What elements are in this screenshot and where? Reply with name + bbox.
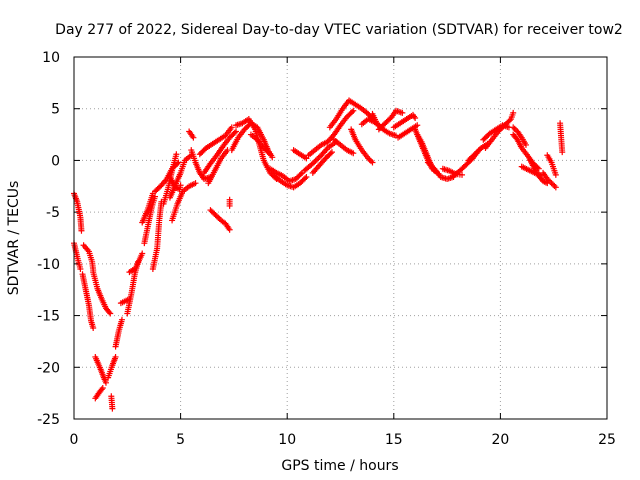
data-point [549, 181, 556, 188]
data-point [551, 182, 558, 189]
x-axis-label: GPS time / hours [281, 458, 398, 474]
data-point [269, 154, 276, 161]
y-tick-label: 10 [42, 50, 60, 66]
data-point [316, 153, 323, 160]
data-point [98, 386, 105, 393]
data-point [99, 384, 106, 391]
data-point [139, 250, 146, 257]
data-point [190, 134, 197, 141]
data-point [314, 156, 321, 163]
data-point [102, 379, 109, 386]
data-point [107, 310, 114, 317]
data-point [315, 155, 322, 162]
x-tick-labels: 0 5 10 15 20 25 [70, 432, 616, 448]
y-tick-label: 0 [51, 153, 60, 169]
data-point [267, 151, 274, 158]
data-point [350, 150, 357, 157]
data-point [366, 156, 373, 163]
data-point [90, 324, 97, 331]
chart-title: Day 277 of 2022, Sidereal Day-to-day VTE… [55, 22, 623, 38]
data-point [369, 159, 376, 166]
data-point [547, 178, 554, 185]
data-point [106, 309, 113, 316]
data-point [78, 227, 85, 234]
data-points [71, 97, 566, 412]
data-point [552, 184, 559, 191]
data-point [303, 155, 310, 162]
data-point [302, 175, 309, 182]
x-tick-label: 25 [598, 432, 616, 448]
y-tick-label: -20 [37, 360, 60, 376]
x-tick-label: 20 [491, 432, 509, 448]
data-point [109, 405, 116, 412]
y-axis-label: SDTVAR / TECUs [6, 181, 22, 296]
data-point [510, 124, 517, 131]
data-point [77, 266, 84, 273]
data-point [399, 109, 406, 116]
data-point [174, 160, 181, 167]
y-tick-label: -5 [46, 205, 60, 221]
data-point [192, 180, 199, 187]
data-point [233, 128, 240, 135]
grid [74, 57, 607, 419]
data-point [226, 226, 233, 233]
data-point [173, 151, 180, 158]
x-tick-label: 15 [385, 432, 403, 448]
x-tick-label: 10 [278, 432, 296, 448]
x-tick-label: 5 [176, 432, 185, 448]
data-point [412, 115, 419, 122]
data-point [350, 107, 357, 114]
plot-frame [73, 56, 608, 420]
data-point [327, 150, 334, 157]
y-tick-label: 5 [51, 102, 60, 118]
data-point [228, 124, 235, 131]
data-point [157, 183, 164, 190]
data-point [414, 122, 421, 129]
data-point [152, 193, 159, 200]
data-point [312, 157, 319, 164]
data-point [522, 141, 529, 148]
data-point [559, 149, 566, 156]
data-point [459, 171, 466, 178]
data-point [552, 171, 559, 178]
data-point [328, 149, 335, 156]
data-point [349, 109, 356, 116]
data-point [511, 125, 518, 132]
y-tick-label: -25 [37, 412, 60, 428]
y-tick-label: -10 [37, 257, 60, 273]
data-point [303, 173, 310, 180]
x-tick-label: 0 [70, 432, 79, 448]
data-point [265, 149, 272, 156]
data-point [368, 158, 375, 165]
data-point [297, 171, 304, 178]
y-tick-labels: -25 -20 -15 -10 -5 0 5 10 [37, 50, 60, 428]
y-tick-label: -15 [37, 309, 60, 325]
data-point [510, 109, 517, 116]
data-point [548, 180, 555, 187]
data-point [226, 202, 233, 209]
data-point [506, 117, 513, 124]
data-point [231, 129, 238, 136]
data-point [118, 316, 125, 323]
data-point [112, 353, 119, 360]
data-point [212, 212, 219, 219]
data-point [177, 182, 184, 189]
